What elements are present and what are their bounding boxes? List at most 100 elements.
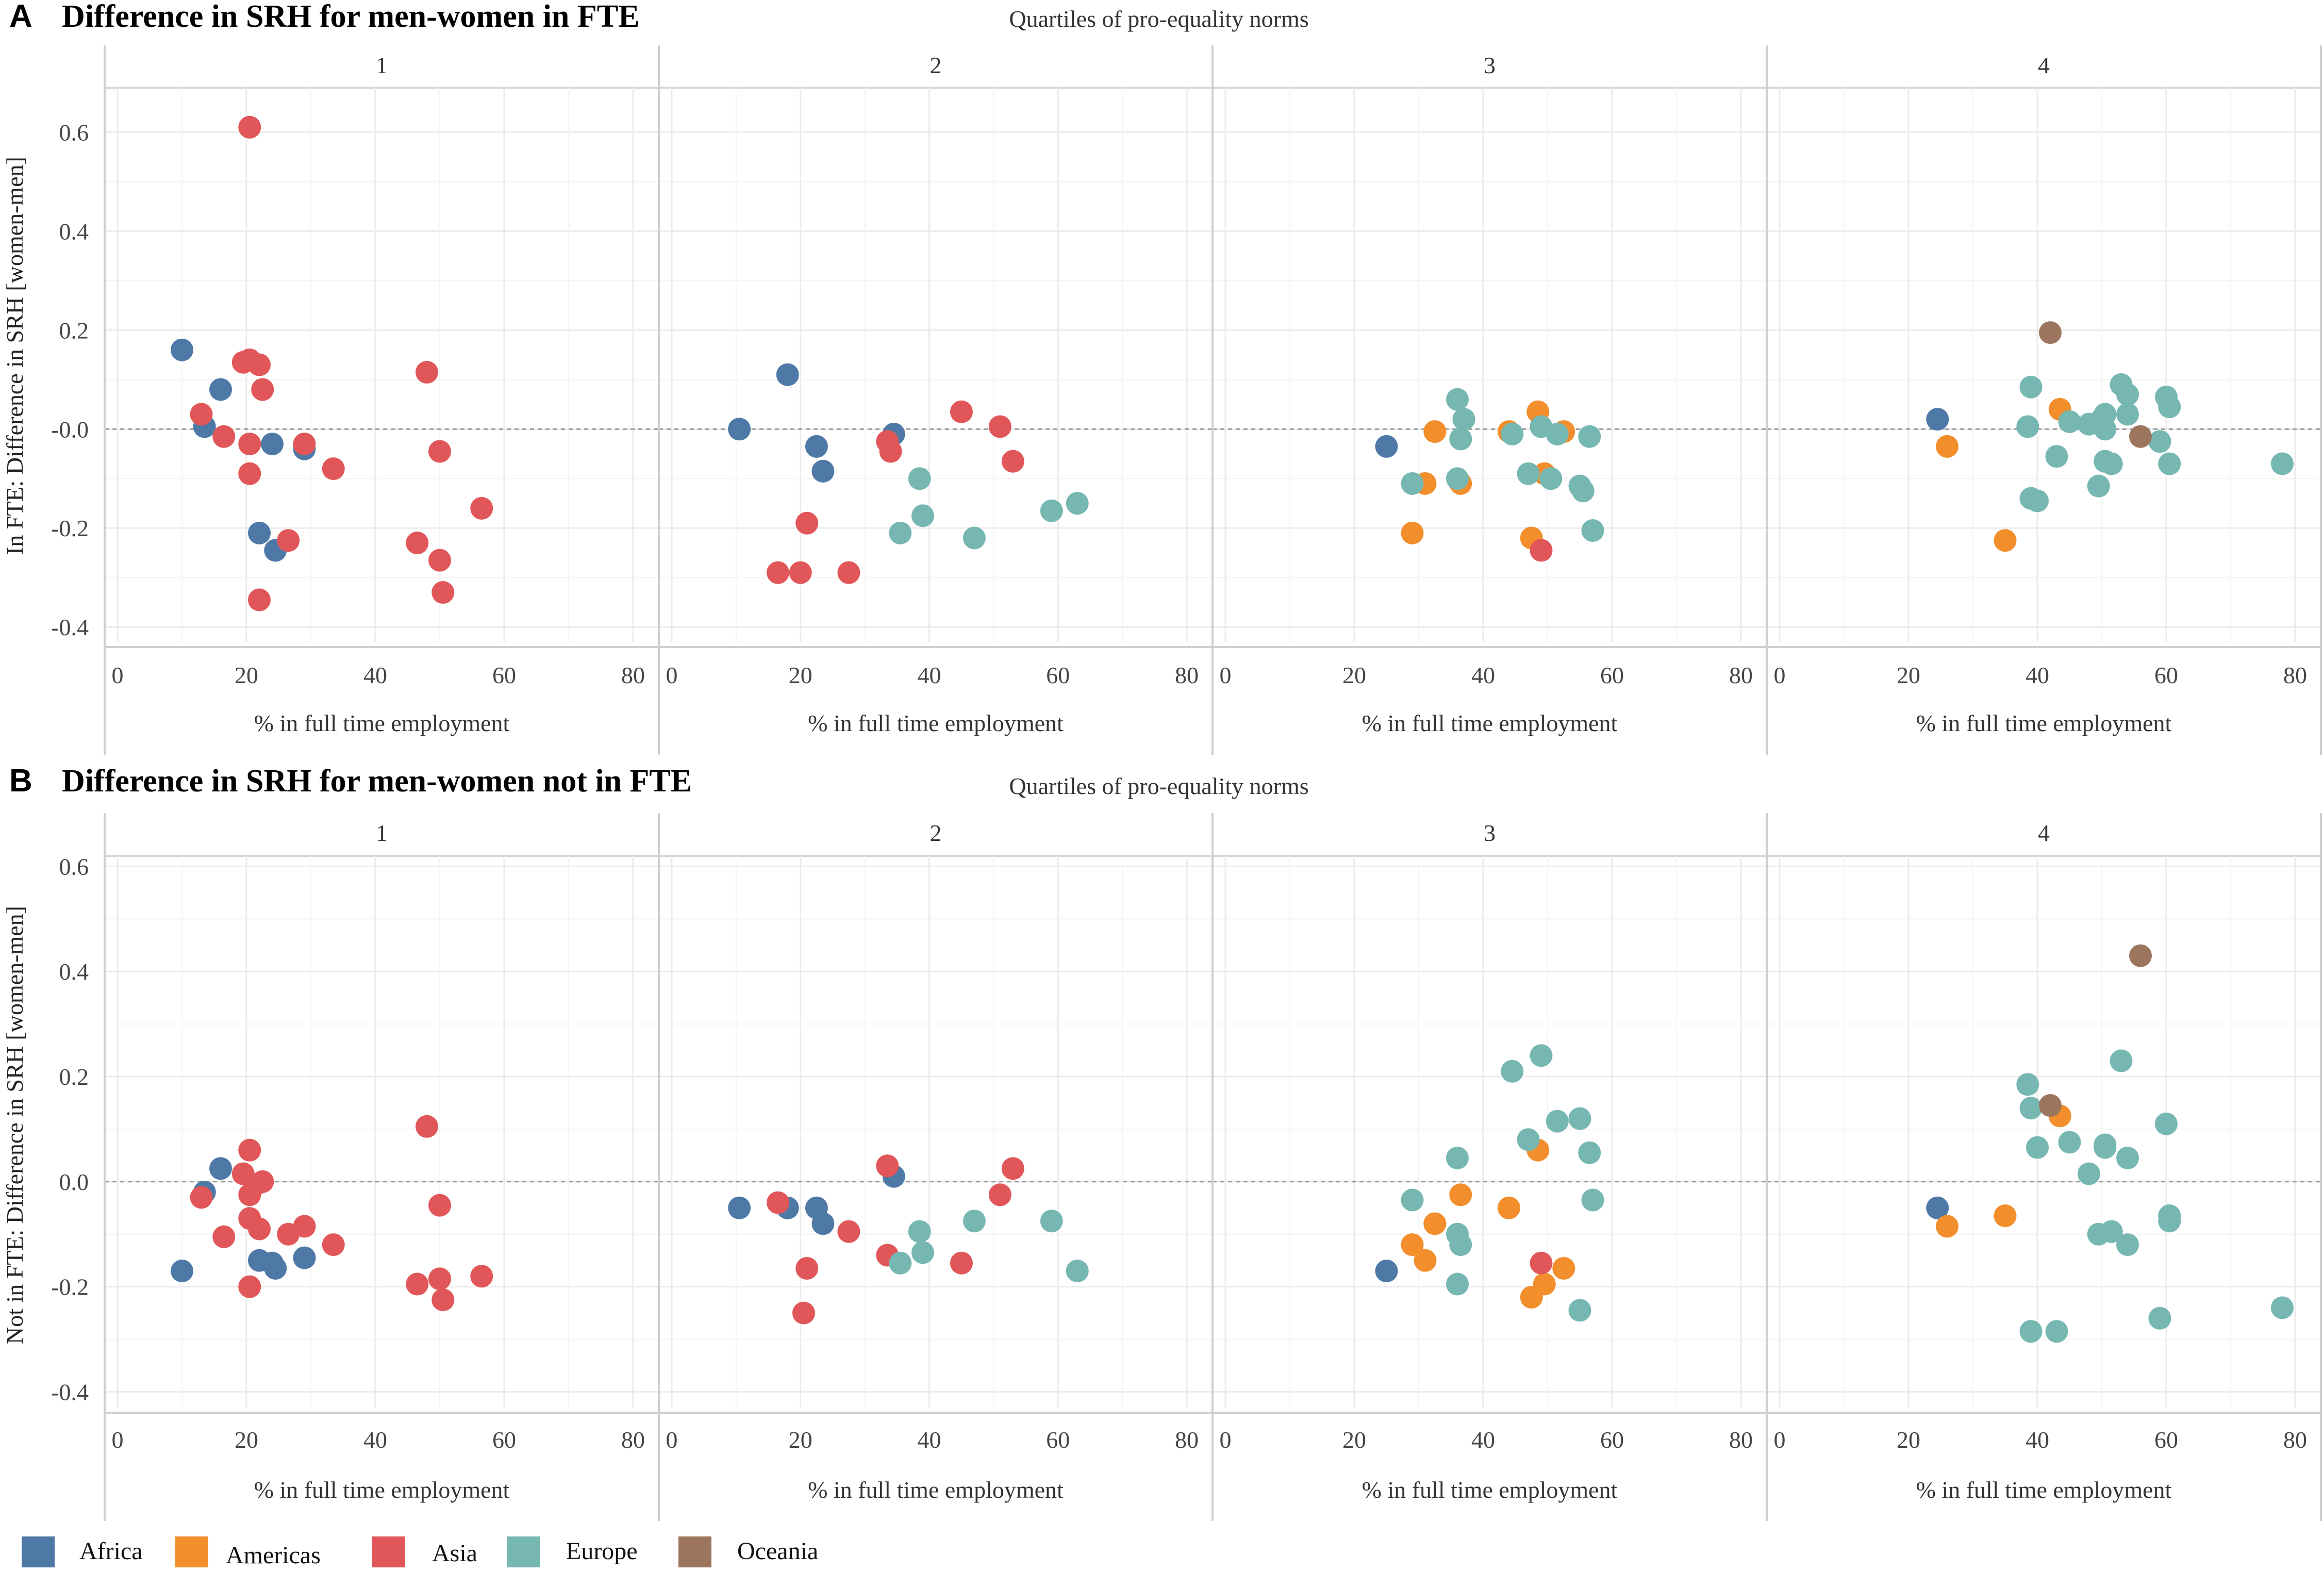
data-point-americas	[1423, 420, 1447, 443]
data-point-africa	[811, 459, 835, 483]
data-point-africa	[248, 521, 271, 544]
data-point-africa	[171, 1260, 193, 1283]
data-point-europe	[1040, 499, 1063, 522]
x-tick-label: 80	[1729, 1427, 1753, 1453]
data-point-asia	[238, 433, 261, 456]
data-point-europe	[911, 1241, 935, 1264]
panel-a-y-tick-label: -0.0	[51, 416, 89, 442]
x-tick-label: 80	[2283, 662, 2307, 688]
x-axis-label: % in full time employment	[808, 710, 1064, 736]
data-point-africa	[261, 433, 284, 456]
data-point-americas	[1414, 1249, 1437, 1272]
x-tick-label: 0	[1220, 662, 1232, 688]
x-tick-label: 20	[1897, 1427, 1920, 1453]
data-point-asia	[1001, 450, 1024, 473]
data-point-europe	[2045, 1320, 2068, 1343]
data-point-europe	[1546, 422, 1569, 445]
panel-a-letter: A	[9, 0, 32, 34]
x-tick-label: 60	[1046, 662, 1070, 688]
data-point-africa	[209, 378, 232, 401]
panel-b-facet-title: Quartiles of pro-equality norms	[1009, 773, 1308, 799]
data-point-asia	[837, 1220, 860, 1243]
x-tick-label: 60	[492, 662, 516, 688]
data-point-europe	[1446, 1146, 1469, 1169]
data-point-asia	[190, 1186, 213, 1209]
legend-swatch-africa	[22, 1536, 55, 1567]
data-point-europe	[1446, 467, 1469, 490]
data-point-europe	[1449, 427, 1472, 451]
panel-b-facet-1: 1 0 20 40 60 80 % in full time employment	[105, 820, 659, 1503]
x-tick-label: 0	[666, 662, 677, 688]
data-point-europe	[2158, 452, 2181, 475]
data-point-europe	[2016, 415, 2039, 438]
data-point-europe	[911, 504, 935, 527]
data-point-asia	[293, 1215, 316, 1238]
data-point-asia	[248, 353, 271, 376]
panel-a-y-tick-label: 0.4	[59, 218, 89, 244]
data-point-americas	[1401, 521, 1424, 544]
data-point-asia	[406, 1272, 429, 1296]
data-point-asia	[792, 1301, 815, 1325]
x-tick-label: 40	[1471, 662, 1495, 688]
data-point-asia	[190, 403, 213, 426]
legend-label-americas: Americas	[226, 1542, 321, 1569]
panel-b-facet-4: 40 20 40 60 80% in full time employment	[1767, 820, 2321, 1503]
panel-a-plot-area: 0.60.40.2-0.0-0.2-0.410 20 40 60 80% in full…	[51, 45, 2322, 755]
data-point-oceania	[2129, 944, 2152, 967]
data-point-europe	[2026, 1136, 2049, 1159]
data-point-africa	[1375, 1260, 1398, 1283]
x-tick-label: 20	[789, 1427, 812, 1453]
panel-a-y-tick-label: 0.2	[59, 317, 89, 343]
x-axis-label: % in full time employment	[1362, 1477, 1618, 1503]
x-axis-label: % in full time employment	[1362, 710, 1618, 736]
panel-a-title: Difference in SRH for men-women in FTE	[62, 0, 639, 34]
facet-strip-label: 3	[1484, 52, 1496, 78]
panel-b-y-tick-label: 0.2	[59, 1064, 89, 1090]
data-point-europe	[1501, 1060, 1524, 1083]
legend-swatch-americas	[175, 1536, 208, 1567]
x-tick-label: 80	[621, 662, 645, 688]
panel-a-y-tick-label: -0.4	[51, 614, 89, 640]
data-point-americas	[1994, 1204, 2017, 1228]
data-point-asia	[428, 1267, 451, 1291]
x-tick-label: 40	[918, 662, 941, 688]
data-point-africa	[811, 1212, 835, 1235]
data-point-asia	[428, 1194, 451, 1217]
x-tick-label: 40	[363, 662, 387, 688]
x-tick-label: 60	[492, 1427, 516, 1453]
legend-item-americas: Americas	[175, 1536, 321, 1569]
panel-a-y-axis-label: In FTE: Difference in SRH [women-men]	[2, 157, 28, 555]
data-point-africa	[1375, 435, 1398, 458]
data-point-europe	[2116, 1146, 2139, 1169]
data-point-europe	[1539, 467, 1563, 490]
data-point-asia	[238, 462, 261, 485]
x-tick-label: 20	[235, 1427, 258, 1453]
data-point-europe	[2271, 1296, 2294, 1319]
panel-b-letter: B	[9, 763, 32, 799]
facet-strip-label: 1	[376, 52, 388, 78]
data-point-europe	[2026, 489, 2049, 512]
data-point-asia	[416, 1115, 438, 1138]
data-point-europe	[1578, 1141, 1601, 1164]
data-point-europe	[962, 1210, 986, 1233]
data-point-asia	[428, 440, 451, 463]
x-tick-label: 60	[2154, 1427, 2178, 1453]
x-tick-label: 0	[1220, 1427, 1232, 1453]
data-point-oceania	[2039, 321, 2062, 344]
x-tick-label: 40	[1471, 1427, 1495, 1453]
data-point-africa	[728, 1196, 751, 1219]
facet-strip-label: 4	[2038, 820, 2050, 846]
data-point-europe	[1581, 519, 1604, 542]
panel-a-facet-1: 1 0 20 40 60 80 % in full time employment	[105, 52, 659, 736]
legend-swatch-asia	[372, 1536, 405, 1567]
x-tick-label: 40	[2026, 662, 2049, 688]
data-point-asia	[795, 511, 819, 535]
data-point-asia	[406, 532, 429, 555]
panel-a-facet-3: 3 0 20 40 60 80 % in full time employment	[1213, 52, 1767, 736]
data-point-asia	[470, 497, 493, 520]
data-point-asia	[837, 561, 860, 584]
panel-b-y-tick-label: 0.0	[59, 1169, 89, 1195]
data-point-europe	[908, 1220, 931, 1243]
